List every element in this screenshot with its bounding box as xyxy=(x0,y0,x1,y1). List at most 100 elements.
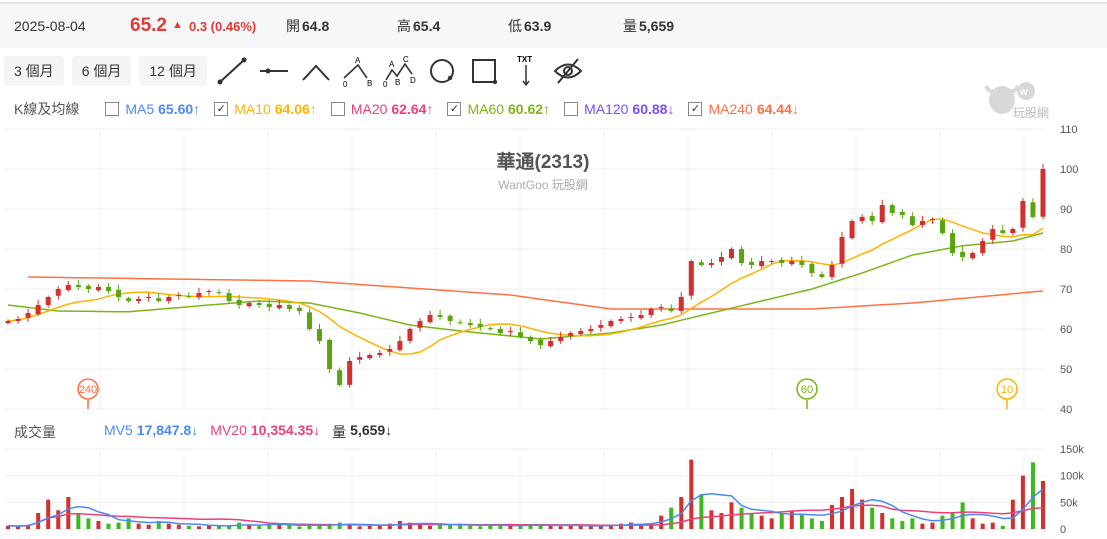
candle-body xyxy=(5,321,11,323)
y-tick-label: 90 xyxy=(1060,204,1072,216)
volume-y-tick: 150k xyxy=(1060,444,1084,456)
candle-body xyxy=(608,321,614,327)
checkbox[interactable]: ✓ xyxy=(447,102,462,116)
ma10-line xyxy=(7,218,1044,355)
volume-bar xyxy=(1020,475,1025,529)
ma-legend: K線及均線 MA5 65.60 ↑ ✓ MA10 64.06 ↑ MA20 62.64 ↑ ✓ MA6… xyxy=(14,99,813,119)
checkbox[interactable]: ✓ xyxy=(214,102,229,116)
candle-body xyxy=(85,285,91,289)
range-3m-button[interactable]: 3 個月 xyxy=(4,56,64,86)
ma-toggle-ma20[interactable]: MA20 62.64 ↑ xyxy=(330,101,434,117)
volume-bar xyxy=(327,523,332,529)
candle-body xyxy=(306,312,312,329)
volume-bar xyxy=(287,525,292,529)
volume-bar xyxy=(910,518,915,529)
line-tool-icon[interactable] xyxy=(215,54,249,88)
angle-tool-icon[interactable] xyxy=(299,54,333,88)
volume-bar xyxy=(397,521,402,529)
volume-bar xyxy=(809,518,814,529)
ma-toggle-ma60[interactable]: ✓ MA60 60.62 ↑ xyxy=(447,101,550,117)
volume-bar xyxy=(498,524,503,529)
volume-legend: 成交量 MV5 17,847.8 ↓ MV20 10,354.35 ↓ 量 5,… xyxy=(14,422,392,442)
volume-bar xyxy=(126,518,131,529)
volume-bar xyxy=(136,523,141,529)
volume-value: 5,659 xyxy=(639,18,675,34)
ma-marker xyxy=(77,378,99,400)
candle-body xyxy=(698,262,704,265)
candle-body xyxy=(578,331,584,335)
volume-bar xyxy=(156,521,161,529)
volume-bar xyxy=(337,522,342,529)
mv5-line xyxy=(7,488,1044,527)
candle-body xyxy=(980,241,986,253)
candle-body xyxy=(869,215,875,221)
volume-bar xyxy=(829,505,834,529)
volume-bar xyxy=(729,502,734,529)
svg-text:0: 0 xyxy=(343,80,348,88)
checkbox[interactable]: ✓ xyxy=(688,102,703,116)
ma-toggle-ma10[interactable]: ✓ MA10 64.06 ↑ xyxy=(214,101,317,117)
checkbox[interactable] xyxy=(330,102,345,116)
ma-name: MA20 xyxy=(350,101,388,117)
hide-drawings-icon[interactable] xyxy=(551,54,585,88)
ma-toggle-ma120[interactable]: MA120 60.88 ↓ xyxy=(564,101,674,117)
volume-bar xyxy=(16,526,21,529)
circle-tool-icon[interactable] xyxy=(425,54,459,88)
volume-bar xyxy=(850,489,855,529)
candle-body xyxy=(789,261,795,265)
ma-value: 62.64 xyxy=(391,101,427,117)
candle-body xyxy=(1020,201,1026,228)
candle-body xyxy=(507,331,513,332)
ma-value: 60.62 xyxy=(508,101,544,117)
candle-body xyxy=(477,323,483,327)
candle-body xyxy=(347,361,353,385)
y-tick-label: 80 xyxy=(1060,244,1072,256)
volume-bar xyxy=(568,525,573,529)
candle-body xyxy=(558,337,564,341)
svg-text:0: 0 xyxy=(383,80,388,88)
horizontal-line-icon[interactable] xyxy=(257,54,291,88)
abc-pattern-icon[interactable]: A 0 B xyxy=(341,54,375,88)
volume-bar xyxy=(166,523,171,529)
volume-bar xyxy=(438,525,443,529)
volume-bar xyxy=(196,526,201,529)
volume-bar xyxy=(990,522,995,529)
checkbox[interactable] xyxy=(564,102,579,116)
volume-bar xyxy=(779,513,784,529)
candle-body xyxy=(286,305,292,309)
volume-y-tick: 50k xyxy=(1060,497,1078,509)
candle-body xyxy=(598,325,604,328)
candle-body xyxy=(859,217,865,221)
range-6m-button[interactable]: 6 個月 xyxy=(71,56,132,86)
high-label: 高 xyxy=(397,18,411,34)
volume-bar xyxy=(880,513,885,529)
volume-bar xyxy=(257,525,262,529)
volume-bar xyxy=(146,524,151,529)
candle-body xyxy=(638,315,644,319)
y-tick-label: 50 xyxy=(1060,364,1072,376)
range-12m-button[interactable]: 12 個月 xyxy=(139,56,207,86)
volume-bar xyxy=(528,524,533,529)
ma-arrow: ↑ xyxy=(426,101,434,117)
rectangle-tool-icon[interactable] xyxy=(467,54,501,88)
volume-bar xyxy=(488,525,493,529)
candle-body xyxy=(216,292,222,294)
candle-body xyxy=(55,289,61,296)
candle-body xyxy=(126,298,132,301)
volume-bar xyxy=(56,510,61,529)
ma-toggle-ma5[interactable]: MA5 65.60 ↑ xyxy=(105,101,200,117)
volume-bar xyxy=(709,510,714,529)
candle-body xyxy=(146,297,152,298)
volume-bar xyxy=(407,522,412,529)
candle-body xyxy=(548,341,554,347)
ma-toggle-ma240[interactable]: ✓ MA240 64.44 ↓ xyxy=(688,101,799,117)
candle-body xyxy=(517,332,523,337)
text-tool-icon[interactable]: TXT xyxy=(509,54,543,88)
candle-body xyxy=(15,319,21,321)
candle-body xyxy=(970,253,976,259)
volume-bar xyxy=(749,513,754,529)
checkbox[interactable] xyxy=(105,102,120,116)
candle-body xyxy=(136,299,142,301)
volume-bar xyxy=(217,525,222,529)
